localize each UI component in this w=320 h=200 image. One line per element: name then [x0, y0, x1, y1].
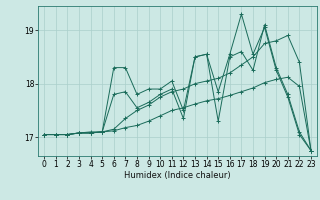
X-axis label: Humidex (Indice chaleur): Humidex (Indice chaleur)	[124, 171, 231, 180]
